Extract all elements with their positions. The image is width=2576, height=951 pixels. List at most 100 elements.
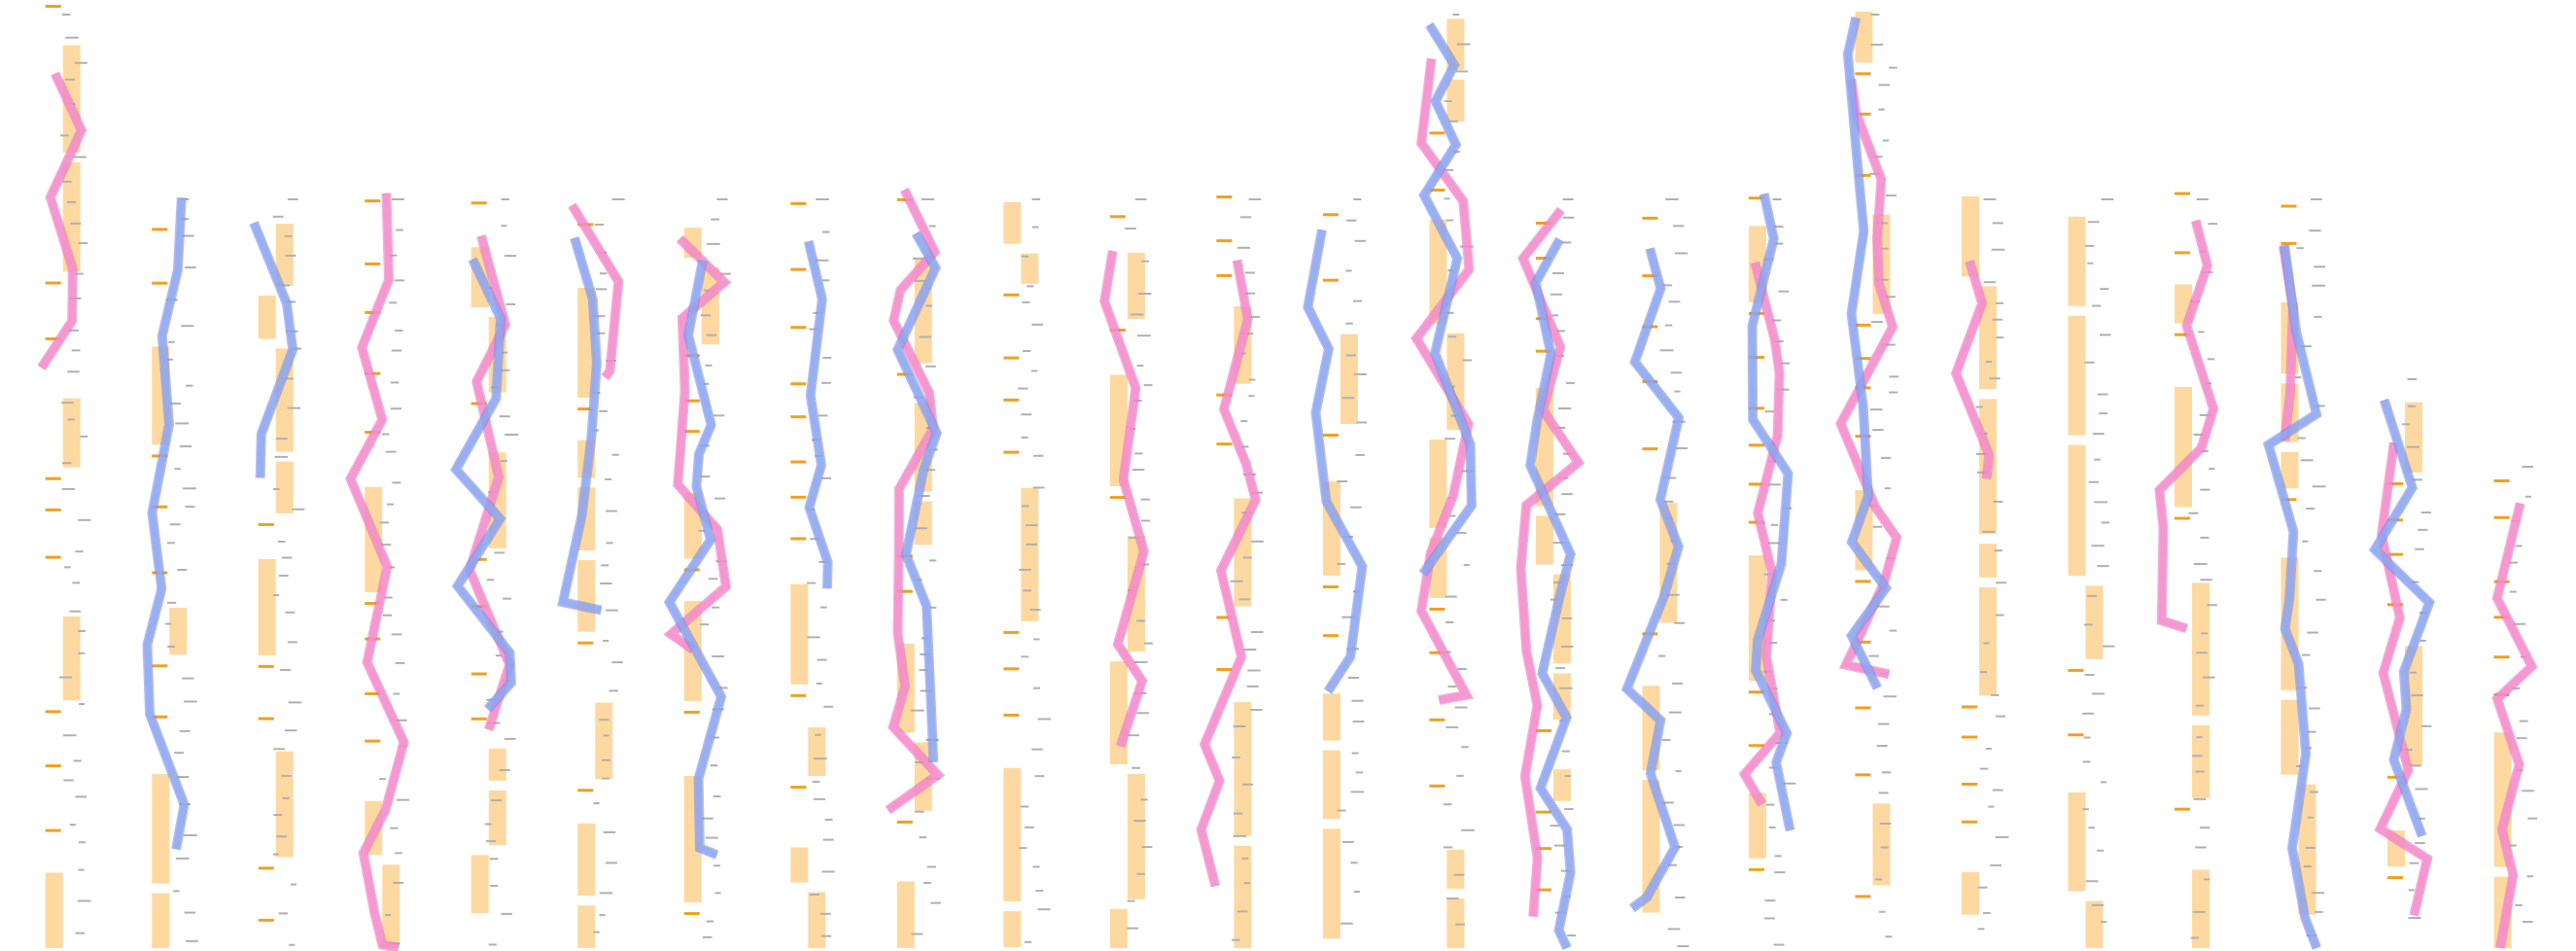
orange-tick: [2175, 807, 2191, 811]
orange-tick: [1216, 195, 1233, 199]
pink-path: [569, 203, 622, 380]
orange-tick: [1429, 651, 1445, 654]
orange-tick: [896, 820, 913, 824]
highlight-block: [1340, 334, 1358, 425]
orange-tick: [790, 382, 807, 386]
orange-tick: [152, 281, 168, 285]
pink-path: [1740, 262, 1785, 806]
orange-tick: [1855, 323, 1871, 327]
orange-tick: [2387, 876, 2404, 880]
highlight-block: [2068, 315, 2086, 436]
blue-path: [558, 236, 603, 615]
orange-tick: [2493, 515, 2510, 519]
highlight-block: [577, 905, 596, 948]
highlight-block: [2192, 869, 2210, 948]
orange-tick: [2387, 552, 2404, 556]
orange-tick: [1855, 72, 1871, 76]
orange-tick: [152, 228, 168, 231]
orange-tick: [1429, 607, 1445, 611]
pink-path: [886, 188, 944, 814]
orange-tick: [45, 508, 61, 511]
orange-tick: [1216, 667, 1233, 671]
orange-tick: [790, 460, 807, 464]
orange-tick: [1003, 630, 1020, 634]
orange-tick: [790, 786, 807, 790]
orange-tick: [1429, 131, 1445, 135]
orange-tick: [1855, 580, 1871, 583]
orange-tick: [258, 522, 274, 526]
blue-path: [143, 197, 189, 851]
orange-tick: [45, 555, 61, 559]
orange-tick: [2175, 333, 2191, 336]
orange-tick: [1855, 357, 1871, 361]
orange-tick: [1961, 782, 1977, 786]
orange-tick: [1748, 690, 1764, 694]
orange-tick: [1216, 239, 1233, 243]
highlight-block: [258, 295, 276, 339]
highlight-block: [2068, 792, 2086, 892]
orange-tick: [1748, 196, 1764, 200]
orange-tick: [1216, 273, 1233, 277]
orange-tick: [1642, 216, 1658, 220]
highlight-block: [62, 616, 81, 701]
pink-path: [346, 193, 408, 951]
highlight-block: [1748, 792, 1766, 859]
highlight-block: [1978, 544, 1997, 578]
highlight-block: [1109, 908, 1128, 948]
orange-tick: [1642, 274, 1658, 278]
orange-tick: [790, 267, 807, 271]
orange-tick: [2493, 479, 2510, 483]
pink-path: [1836, 78, 1901, 678]
orange-tick: [365, 691, 381, 695]
highlight-block: [1855, 11, 1873, 63]
orange-tick: [790, 201, 807, 205]
highlight-block: [1234, 702, 1252, 836]
orange-tick: [470, 717, 487, 721]
highlight-block: [45, 872, 63, 948]
highlight-block: [2280, 699, 2299, 775]
blue-path: [1749, 193, 1793, 831]
orange-tick: [258, 664, 274, 668]
orange-tick: [1003, 667, 1020, 671]
orange-tick: [1429, 784, 1445, 788]
orange-tick: [1642, 447, 1658, 451]
orange-tick: [1748, 482, 1764, 486]
blue-path: [250, 221, 296, 478]
orange-tick: [2068, 668, 2084, 672]
orange-tick: [152, 715, 168, 719]
highlight-block: [1429, 440, 1447, 528]
orange-tick: [1535, 257, 1551, 261]
orange-tick: [1535, 847, 1551, 851]
orange-tick: [2068, 733, 2084, 737]
orange-tick: [152, 505, 168, 509]
pink-path: [1198, 259, 1260, 888]
orange-tick: [2493, 655, 2510, 659]
orange-tick: [1216, 616, 1233, 619]
orange-tick: [1109, 215, 1126, 219]
orange-tick: [1003, 713, 1020, 717]
orange-tick: [45, 764, 61, 768]
orange-tick: [2280, 241, 2297, 245]
orange-tick: [45, 828, 61, 832]
blue-path: [1526, 237, 1575, 950]
orange-tick: [1322, 278, 1339, 282]
pink-path: [2155, 219, 2217, 632]
orange-tick: [1322, 585, 1339, 589]
highlight-block: [1961, 195, 1979, 277]
pink-path: [1100, 250, 1148, 748]
highlight-block: [1978, 586, 1997, 696]
orange-tick: [1961, 820, 1977, 824]
orange-tick: [577, 407, 594, 411]
highlight-block: [1003, 767, 1022, 902]
highlight-block: [169, 608, 188, 655]
orange-tick: [1855, 640, 1871, 644]
orange-tick: [1855, 706, 1871, 710]
highlight-block: [2405, 646, 2423, 766]
orange-tick: [1961, 735, 1977, 739]
blue-path: [2370, 399, 2434, 838]
highlight-block: [1234, 845, 1252, 948]
orange-tick: [577, 789, 594, 792]
orange-tick: [1216, 442, 1233, 446]
blue-path: [1419, 22, 1476, 577]
